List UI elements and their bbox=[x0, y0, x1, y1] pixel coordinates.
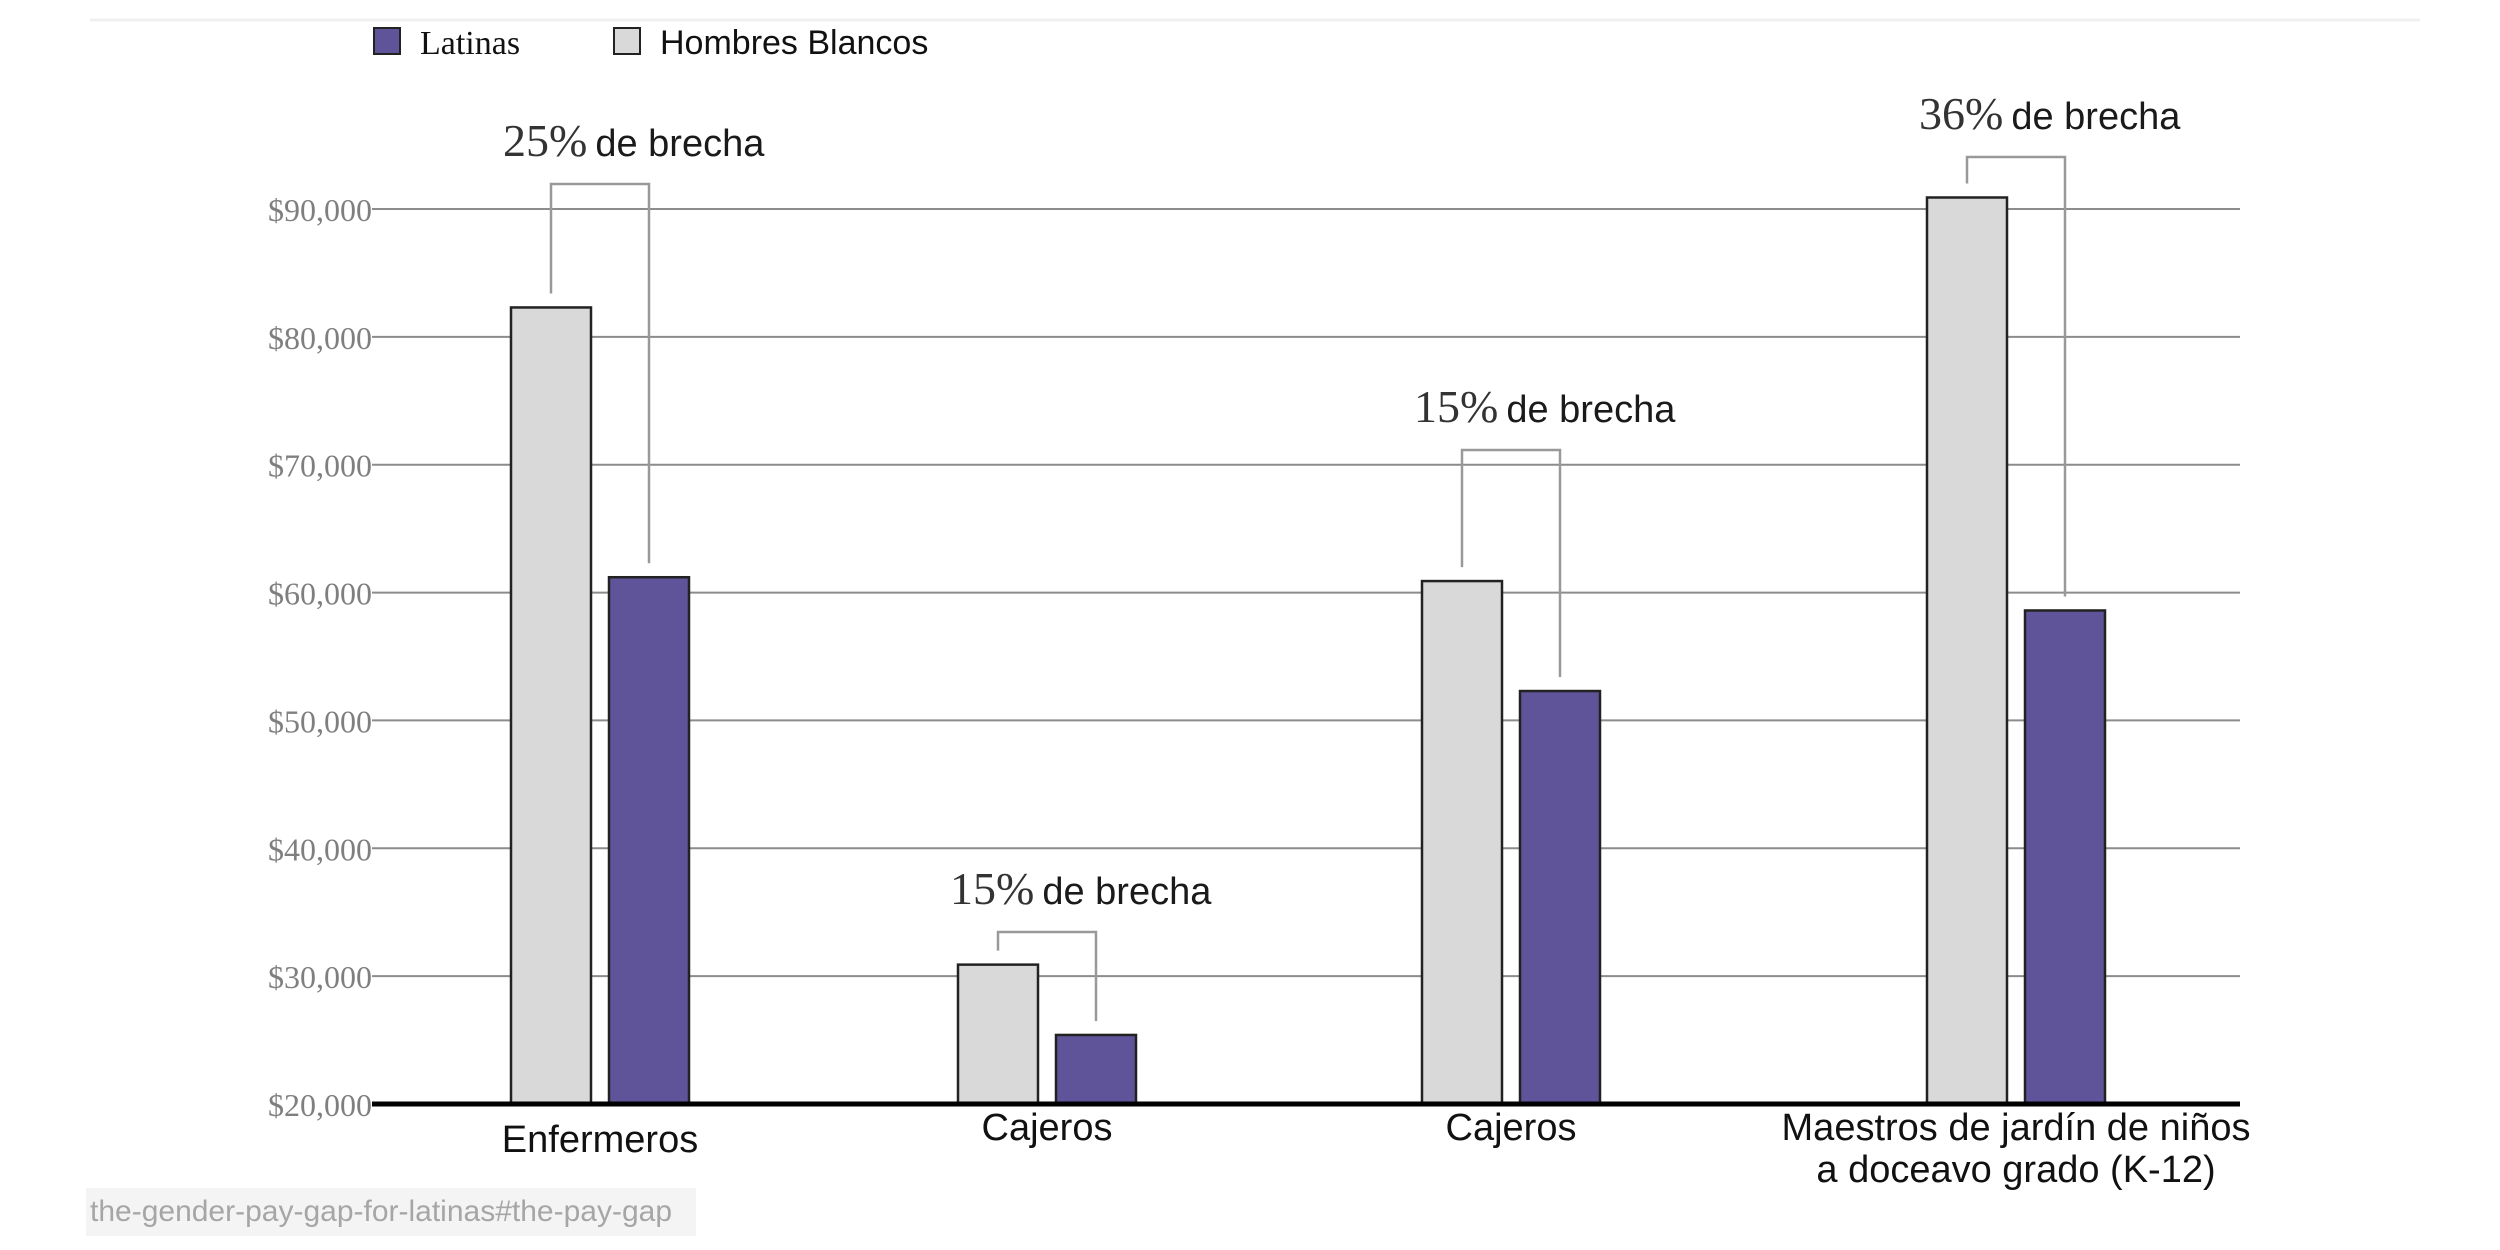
legend-swatch bbox=[373, 27, 401, 55]
gap-label: de brecha bbox=[595, 123, 765, 165]
bar-hombres-blancos bbox=[1925, 196, 2009, 1106]
y-tick-label: $20,000 bbox=[268, 1087, 372, 1123]
bars bbox=[509, 196, 2107, 1106]
bar-hombres-blancos bbox=[509, 306, 593, 1106]
y-tick-label: $30,000 bbox=[268, 959, 372, 995]
y-tick-label: $80,000 bbox=[268, 320, 372, 356]
x-category-label: Cajeros bbox=[982, 1107, 1113, 1149]
source-url-text: the-gender-pay-gap-for-latinas#the-pay-g… bbox=[90, 1195, 673, 1228]
gap-percent: 15% bbox=[950, 863, 1034, 914]
y-tick-label: $50,000 bbox=[268, 703, 372, 739]
gap-bracket bbox=[1460, 448, 1562, 678]
gap-percent: 25% bbox=[503, 115, 587, 166]
legend: Latinas Hombres Blancos bbox=[373, 24, 928, 62]
x-category-label: Cajeros bbox=[1446, 1107, 1577, 1149]
gap-bracket bbox=[549, 182, 651, 564]
gap-percent: 36% bbox=[1919, 88, 2003, 139]
x-category-label: Maestros de jardín de niños bbox=[1782, 1107, 2251, 1149]
gap-label: de brecha bbox=[1042, 871, 1212, 913]
gap-annotation: 15% de brecha bbox=[1414, 381, 1676, 432]
gap-bracket bbox=[1965, 155, 2067, 597]
legend-label: Hombres Blancos bbox=[660, 24, 928, 62]
y-tick-label: $70,000 bbox=[268, 448, 372, 484]
bar-latinas bbox=[2023, 609, 2107, 1106]
x-category-label: Enfermeros bbox=[502, 1119, 698, 1161]
bar-latinas bbox=[1518, 689, 1602, 1106]
x-axis-labels: Enfermeros Cajeros Cajeros Maestros de jard… bbox=[502, 1107, 2251, 1191]
y-axis-ticks: $20,000 $30,000 $40,000 $50,000 $60,000 $70,0… bbox=[268, 192, 372, 1123]
gap-annotation: 25% de brecha bbox=[503, 115, 765, 166]
bar-latinas bbox=[1054, 1033, 1138, 1106]
bar-hombres-blancos bbox=[1420, 579, 1504, 1106]
gap-bracket bbox=[996, 930, 1098, 1021]
gap-annotation: 36% de brecha bbox=[1919, 88, 2181, 139]
legend-label: Latinas bbox=[420, 25, 520, 62]
source-url: the-gender-pay-gap-for-latinas#the-pay-g… bbox=[86, 1188, 696, 1236]
gap-annotation: 15% de brecha bbox=[950, 863, 1212, 914]
x-category-label: a doceavo grado (K-12) bbox=[1816, 1149, 2215, 1191]
y-tick-label: $40,000 bbox=[268, 831, 372, 867]
bar-latinas bbox=[607, 575, 691, 1106]
gap-label: de brecha bbox=[1506, 389, 1676, 431]
y-tick-label: $60,000 bbox=[268, 576, 372, 612]
gap-percent: 15% bbox=[1414, 381, 1498, 432]
bar-hombres-blancos bbox=[956, 963, 1040, 1106]
legend-swatch bbox=[613, 27, 641, 55]
y-tick-label: $90,000 bbox=[268, 192, 372, 228]
gap-label: de brecha bbox=[2011, 96, 2181, 138]
